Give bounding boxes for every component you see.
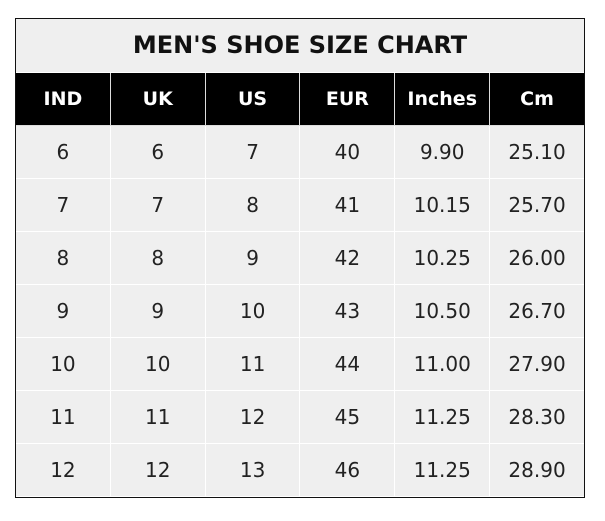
table-cell: 10.50 bbox=[395, 285, 491, 338]
table-cell: 42 bbox=[300, 232, 396, 285]
column-header: US bbox=[205, 73, 301, 126]
table-row: 12 12 13 46 11.25 28.90 bbox=[16, 444, 584, 497]
table-cell: 8 bbox=[110, 232, 206, 285]
table-row: 10 10 11 44 11.00 27.90 bbox=[16, 338, 584, 391]
table-cell: 27.90 bbox=[490, 338, 584, 391]
table-cell: 25.70 bbox=[490, 179, 584, 232]
table-cell: 45 bbox=[300, 391, 396, 444]
table-row: 11 11 12 45 11.25 28.30 bbox=[16, 391, 584, 444]
table-cell: 25.10 bbox=[490, 126, 584, 179]
header-row: IND UK US EUR Inches Cm bbox=[16, 73, 584, 126]
table-cell: 9 bbox=[16, 285, 111, 338]
column-header: Cm bbox=[490, 73, 584, 126]
table-cell: 10.25 bbox=[395, 232, 491, 285]
table-row: 6 6 7 40 9.90 25.10 bbox=[16, 126, 584, 179]
table-cell: 11 bbox=[110, 391, 206, 444]
table-cell: 12 bbox=[205, 391, 301, 444]
table-cell: 26.00 bbox=[490, 232, 584, 285]
table-row: 8 8 9 42 10.25 26.00 bbox=[16, 232, 584, 285]
table-cell: 44 bbox=[300, 338, 396, 391]
table-cell: 40 bbox=[300, 126, 396, 179]
table-cell: 10.15 bbox=[395, 179, 491, 232]
table-cell: 10 bbox=[205, 285, 301, 338]
table-cell: 7 bbox=[205, 126, 301, 179]
table-row: 7 7 8 41 10.15 25.70 bbox=[16, 179, 584, 232]
table-cell: 12 bbox=[110, 444, 206, 497]
table-title: MEN'S SHOE SIZE CHART bbox=[16, 19, 584, 73]
table-cell: 9.90 bbox=[395, 126, 491, 179]
table-cell: 9 bbox=[205, 232, 301, 285]
table-cell: 6 bbox=[16, 126, 111, 179]
column-header: IND bbox=[16, 73, 111, 126]
table-cell: 46 bbox=[300, 444, 396, 497]
column-header: UK bbox=[110, 73, 206, 126]
table-cell: 11 bbox=[205, 338, 301, 391]
table-cell: 26.70 bbox=[490, 285, 584, 338]
table-cell: 41 bbox=[300, 179, 396, 232]
shoe-size-table: MEN'S SHOE SIZE CHART IND UK US EUR Inches Cm… bbox=[15, 18, 585, 498]
table-body: 6 6 7 40 9.90 25.10 7 7 8 41 10.15 25.70 8 8 9 42 10.25 2… bbox=[16, 126, 584, 497]
table-cell: 6 bbox=[110, 126, 206, 179]
table-cell: 8 bbox=[205, 179, 301, 232]
table-row: 9 9 10 43 10.50 26.70 bbox=[16, 285, 584, 338]
table-cell: 28.30 bbox=[490, 391, 584, 444]
table-cell: 11.00 bbox=[395, 338, 491, 391]
table-cell: 9 bbox=[110, 285, 206, 338]
table-cell: 28.90 bbox=[490, 444, 584, 497]
table-cell: 11.25 bbox=[395, 444, 491, 497]
column-header: Inches bbox=[395, 73, 491, 126]
column-header: EUR bbox=[300, 73, 396, 126]
table-cell: 7 bbox=[110, 179, 206, 232]
table-cell: 10 bbox=[16, 338, 111, 391]
table-cell: 7 bbox=[16, 179, 111, 232]
table-cell: 8 bbox=[16, 232, 111, 285]
table-cell: 43 bbox=[300, 285, 396, 338]
table-cell: 11.25 bbox=[395, 391, 491, 444]
table-cell: 10 bbox=[110, 338, 206, 391]
table-cell: 13 bbox=[205, 444, 301, 497]
table-cell: 11 bbox=[16, 391, 111, 444]
table-cell: 12 bbox=[16, 444, 111, 497]
